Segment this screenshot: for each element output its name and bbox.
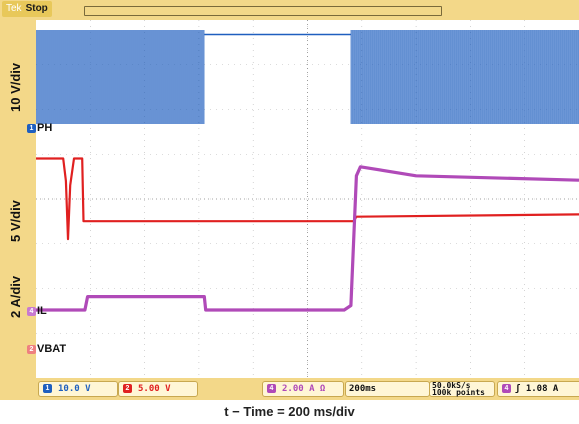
scope-svg	[36, 20, 579, 378]
ch1-readout[interactable]: 1 10.0 V	[38, 381, 118, 397]
ch2-readout-value: 5.00 V	[138, 384, 171, 394]
il-trace	[36, 165, 579, 312]
ph-label: PH	[37, 122, 53, 134]
x-axis-label: t − Time = 200 ms/div	[224, 404, 355, 419]
ch4-readout-value: 2.00 A Ω	[282, 384, 326, 394]
ch2-readout[interactable]: 2 5.00 V	[118, 381, 198, 397]
run-state: Stop	[25, 3, 48, 14]
ch1-readout-value: 10.0 V	[58, 384, 91, 394]
trigger-level: 1.08 A	[525, 384, 559, 394]
vbat-channel-marker: 2 VBAT	[27, 343, 66, 355]
ch4-readout[interactable]: 4 2.00 A Ω	[262, 381, 344, 397]
ch1-readout-badge: 1	[43, 384, 52, 393]
ch4-readout-badge: 4	[267, 384, 276, 393]
brand-badge: Tek Stop	[2, 1, 52, 17]
vbat-scale-label: 5 V/div	[8, 200, 23, 242]
ch2-badge: 2	[27, 345, 36, 354]
trigger-channel-badge: 4	[502, 384, 511, 393]
acquisition-readout[interactable]: 50.0kS/s 100k points	[429, 381, 495, 397]
il-label: IL	[37, 305, 47, 317]
il-scale-label: 2 A/div	[8, 275, 23, 318]
trigger-slope-icon: ʃ	[515, 384, 521, 394]
traces	[36, 30, 579, 312]
ph-scale-label: 10 V/div	[8, 62, 23, 112]
ch4-badge: 4	[27, 307, 36, 316]
plot-area	[36, 20, 579, 378]
ch1-badge: 1	[27, 124, 36, 133]
sample-rate: 50.0kS/s	[432, 381, 471, 390]
ph-channel-marker: 1 PH	[27, 122, 52, 134]
status-bar: 1 10.0 V 2 5.00 V 4 2.00 A Ω 200ms 50.0kS/s…	[36, 380, 579, 398]
vbat-label: VBAT	[37, 343, 67, 355]
record-length: 100k points	[432, 388, 485, 397]
timebase-readout[interactable]: 200ms	[345, 381, 430, 397]
record-position-bar	[84, 6, 442, 16]
scope-top-bar: Tek Stop	[0, 0, 579, 19]
ch2-readout-badge: 2	[123, 384, 132, 393]
il-channel-marker: 4 IL	[27, 305, 47, 317]
